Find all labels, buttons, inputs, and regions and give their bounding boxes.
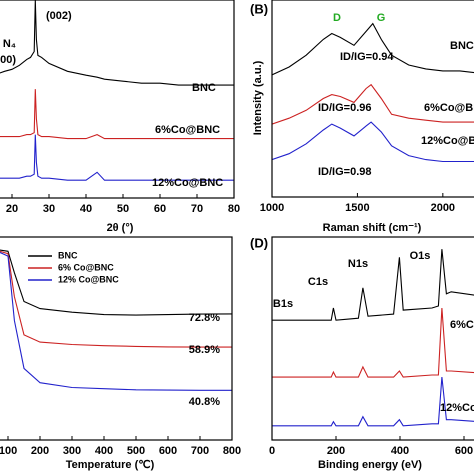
x-tick-label: 200: [327, 445, 345, 457]
peak-label: D: [333, 12, 341, 24]
x-axis-label: 2θ (°): [107, 222, 134, 234]
annotation: B1s: [273, 298, 293, 310]
data-line: [272, 121, 474, 163]
x-tick-label: 20: [6, 203, 18, 215]
data-line: [0, 250, 232, 348]
annotation: 58.9%: [189, 344, 220, 356]
plot-area: [0, 249, 232, 391]
x-tick-label: 70: [191, 203, 203, 215]
annotation: 12%Co@BNC: [440, 402, 474, 414]
plot-area: [0, 0, 234, 181]
x-tick-label: 800: [223, 445, 241, 457]
data-line: [0, 251, 232, 391]
x-tick-label: 1000: [260, 202, 284, 214]
legend-label: 12% Co@BNC: [58, 274, 119, 284]
panel-label: (B): [250, 1, 268, 16]
series-label: BNC: [192, 82, 216, 94]
x-tick-label: 400: [391, 445, 409, 457]
frame: [0, 0, 235, 199]
data-line: [272, 249, 474, 321]
x-axis-label: Binding energy (eV): [318, 459, 422, 471]
annotation: N1s: [348, 258, 368, 270]
series-label: 6%Co@BNC: [424, 102, 474, 114]
x-tick-label: 600: [455, 445, 473, 457]
plot-area: [272, 249, 474, 427]
frame: [0, 236, 233, 441]
x-axis-label: Temperature (℃): [66, 459, 155, 471]
legend-label: BNC: [58, 250, 78, 260]
x-axis-label: Raman shift (cm⁻¹): [323, 222, 422, 234]
x-tick-label: 500: [127, 445, 145, 457]
frame: [271, 236, 474, 441]
x-tick-label: 700: [191, 445, 209, 457]
annotation: ID/IG=0.98: [318, 166, 372, 178]
data-line: [0, 134, 234, 181]
legend-label: 6% Co@BNC: [58, 262, 114, 272]
x-tick-label: 2000: [431, 202, 455, 214]
y-axis-label: Intensity (a.u.): [252, 60, 264, 135]
annotation: 72.8%: [189, 312, 220, 324]
x-tick-label: 600: [159, 445, 177, 457]
x-tick-label: 40: [80, 203, 92, 215]
series-label: 12%Co@BNC: [152, 177, 223, 189]
data-line: [0, 249, 232, 316]
plot-area: [272, 22, 474, 163]
x-tick-label: 200: [31, 445, 49, 457]
series-label: 6%Co@BNC: [155, 124, 220, 136]
x-tick-label: 80: [228, 203, 240, 215]
x-tick-label: 100: [0, 445, 17, 457]
annotation: ID/IG=0.96: [318, 102, 372, 114]
data-line: [272, 377, 474, 427]
annotation: C1s: [308, 276, 328, 288]
peak-label: G: [377, 12, 386, 24]
x-tick-label: 0: [269, 445, 275, 457]
data-line: [272, 22, 474, 76]
x-tick-label: 300: [63, 445, 81, 457]
series-label: 12%Co@BNC: [421, 135, 474, 147]
x-tick-label: 30: [43, 203, 55, 215]
annotation: (002): [46, 10, 72, 22]
panel-label: (D): [250, 235, 268, 250]
frame: [271, 0, 474, 198]
x-tick-label: 50: [117, 203, 129, 215]
data-line: [272, 83, 474, 125]
x-tick-label: 400: [95, 445, 113, 457]
x-tick-label: 60: [154, 203, 166, 215]
annotation: O1s: [410, 250, 431, 262]
data-line: [272, 307, 474, 378]
annotation: N₄: [3, 38, 16, 50]
series-label: BNC: [450, 40, 474, 52]
annotation: 40.8%: [189, 396, 220, 408]
data-line: [0, 89, 234, 140]
annotation: (100): [0, 54, 16, 66]
data-line: [0, 0, 234, 86]
annotation: ID/IG=0.94: [340, 51, 394, 63]
x-tick-label: 1500: [345, 202, 369, 214]
annotation: 6%Co@BNC: [450, 319, 474, 331]
